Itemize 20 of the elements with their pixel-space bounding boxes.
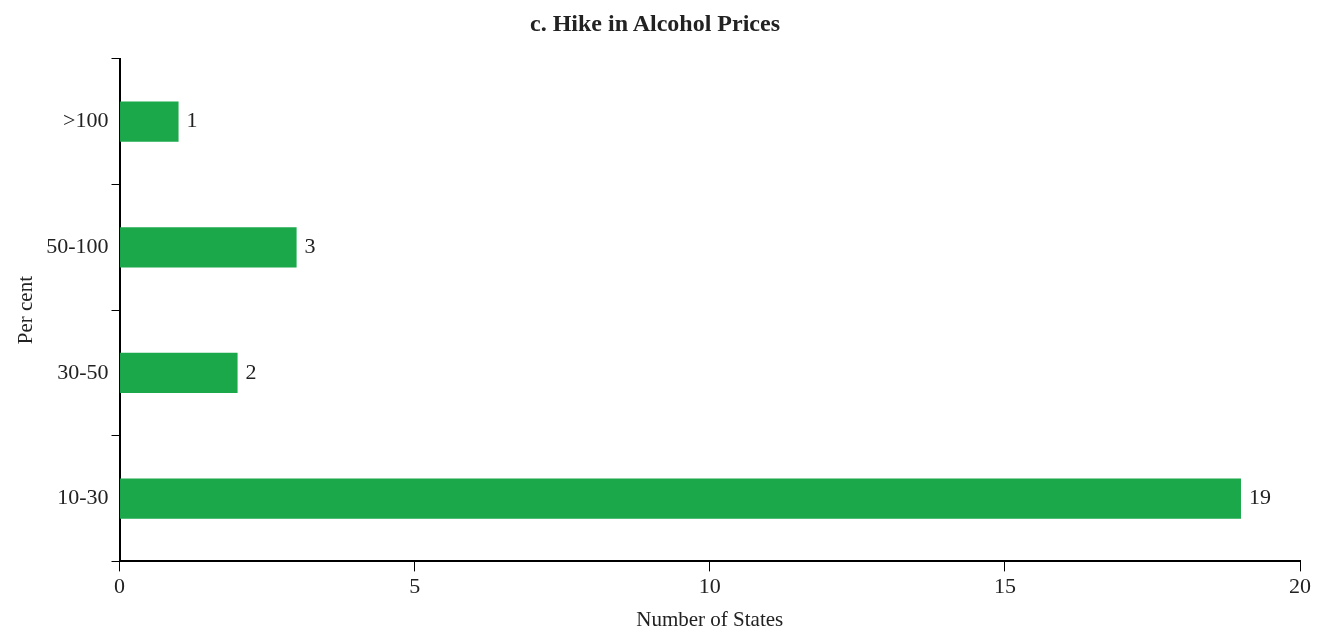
bar <box>120 352 238 394</box>
x-tick-label: 20 <box>1289 573 1311 599</box>
bar <box>120 227 297 268</box>
x-axis-title: Number of States <box>636 606 784 631</box>
x-tick-label: 0 <box>114 573 126 599</box>
data-label: 1 <box>186 107 198 133</box>
data-label: 2 <box>245 358 257 384</box>
bar <box>120 478 1241 519</box>
y-axis-title: Per cent <box>13 275 38 345</box>
bar <box>120 101 179 142</box>
y-tick-label: 30-50 <box>57 358 109 384</box>
chart-title: c. Hike in Alcohol Prices <box>530 9 780 36</box>
x-tick-label: 15 <box>993 573 1016 599</box>
y-tick-label: 10-30 <box>57 484 109 510</box>
data-label: 3 <box>304 233 316 259</box>
y-tick-label: >100 <box>63 107 109 133</box>
y-tick-label: 50-100 <box>46 233 109 259</box>
x-tick-label: 10 <box>698 573 721 599</box>
data-label: 19 <box>1248 484 1271 510</box>
x-tick-label: 5 <box>409 573 421 599</box>
